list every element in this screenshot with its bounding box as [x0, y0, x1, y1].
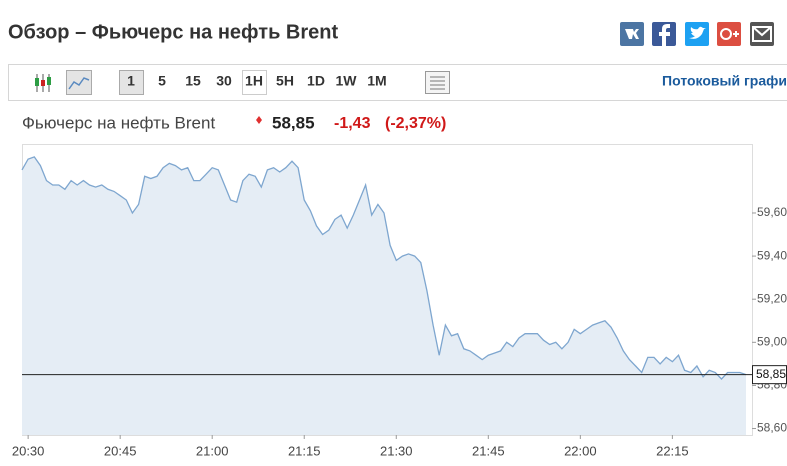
x-tick-label: 21:00 [196, 443, 229, 458]
x-tick-label: 21:15 [288, 443, 321, 458]
streaming-link[interactable]: Потоковый графи [662, 73, 787, 89]
x-tick-label: 22:00 [564, 443, 597, 458]
y-tick-label: 59,60 [757, 205, 787, 219]
interval-button[interactable]: 5H [276, 73, 294, 89]
interval-button[interactable]: 1 [127, 73, 135, 89]
interval-button[interactable]: 1H [245, 73, 263, 89]
last-price-label: 58,85 [756, 367, 786, 381]
x-tick-label: 21:30 [380, 443, 413, 458]
interval-button[interactable]: 1W [336, 73, 358, 89]
candle-glyph [35, 78, 39, 86]
instrument-name: Фьючерс на нефть Brent [22, 113, 215, 132]
candle-glyph [47, 77, 51, 85]
last-price: 58,85 [272, 113, 315, 132]
price-change: -1,43 [334, 115, 371, 132]
interval-button[interactable]: 1D [307, 73, 325, 89]
down-marker [256, 116, 262, 124]
x-tick-label: 20:30 [12, 443, 45, 458]
calendar-button[interactable] [426, 72, 450, 94]
x-tick-label: 21:45 [472, 443, 505, 458]
interval-button[interactable]: 1M [367, 73, 386, 89]
interval-button[interactable]: 5 [158, 73, 166, 89]
share-icons [620, 22, 774, 46]
y-tick-label: 59,40 [757, 248, 787, 262]
interval-button[interactable]: 15 [185, 73, 201, 89]
candles-button[interactable] [35, 74, 51, 92]
y-tick-label: 58,60 [757, 421, 787, 435]
price-change-percent: (-2,37%) [385, 115, 446, 132]
y-tick-label: 59,20 [757, 291, 787, 305]
y-tick-label: 59,00 [757, 334, 787, 348]
candle-glyph [41, 80, 45, 86]
line-button[interactable] [67, 71, 92, 95]
page-title: Обзор – Фьючерс на нефть Brent [8, 21, 338, 43]
x-tick-label: 22:15 [656, 443, 689, 458]
interval-button[interactable]: 30 [216, 73, 232, 89]
x-tick-label: 20:45 [104, 443, 137, 458]
